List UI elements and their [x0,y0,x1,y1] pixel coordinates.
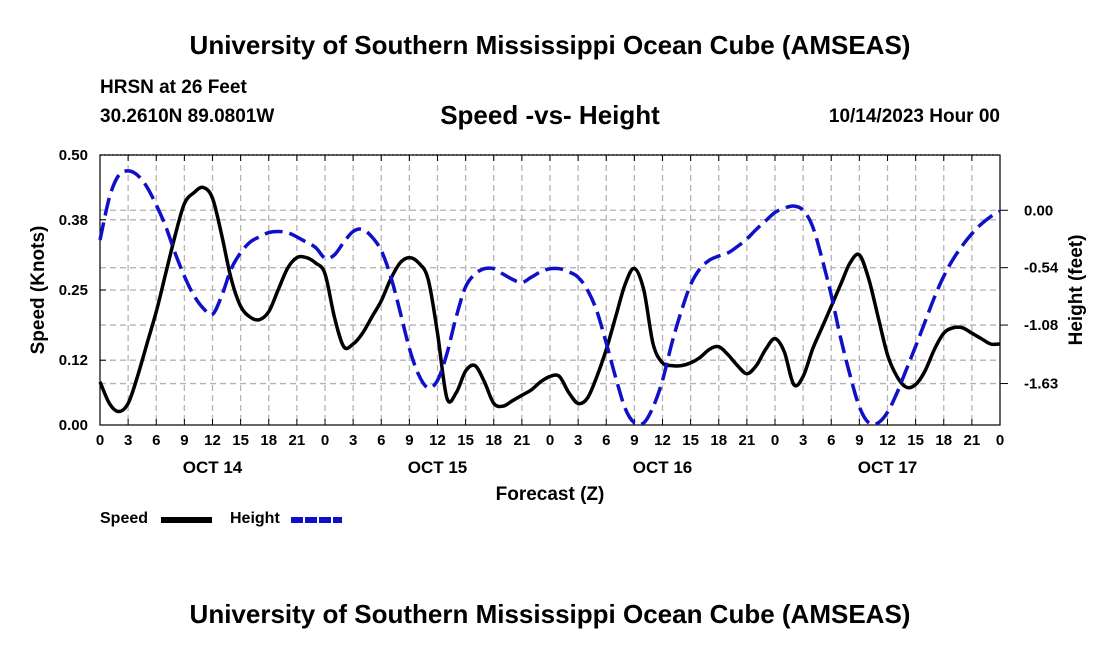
chart-subtitle: Speed -vs- Height [440,100,660,130]
series-layer [98,169,1001,427]
x-tick-label: 15 [232,432,249,449]
x-tick-label: 18 [485,432,502,449]
x-day-label: OCT 14 [183,458,243,477]
y-tick-label: 0.50 [59,147,88,164]
x-tick-label: 6 [602,432,610,449]
x-tick-label: 9 [405,432,413,449]
x-tick-label: 12 [204,432,221,449]
coordinates-label: 30.2610N 89.0801W [100,106,275,127]
x-tick-label: 3 [799,432,807,449]
x-tick-label: 12 [879,432,896,449]
y-tick-label: 0.12 [59,352,88,369]
y-tick-label: 0.38 [59,212,88,229]
x-axis-label: Forecast (Z) [496,484,605,505]
x-tick-label: 21 [739,432,756,449]
x-tick-label: 3 [574,432,582,449]
y2-tick-label: -1.63 [1024,376,1058,393]
legend-speed-label: Speed [100,510,149,527]
station-label: HRSN at 26 Feet [100,77,247,98]
x-day-label: OCT 17 [858,458,918,477]
series-line-speed [98,185,1001,414]
y2-tick-label: -0.54 [1024,260,1059,277]
legend-height-label: Height [230,510,280,527]
date-hour-label: 10/14/2023 Hour 00 [828,106,1000,127]
x-tick-label: 0 [96,432,104,449]
x-tick-label: 15 [682,432,699,449]
footer-title: University of Southern Mississippi Ocean… [189,599,911,629]
x-tick-label: 9 [630,432,638,449]
x-tick-label: 3 [349,432,357,449]
y2-axis-label: Height (feet) [1066,235,1087,346]
x-tick-label: 9 [180,432,188,449]
legend-height-swatch [291,517,342,523]
legend-speed-swatch [161,517,212,523]
x-tick-label: 3 [124,432,132,449]
x-tick-label: 0 [546,432,554,449]
series-line-height [98,169,1001,427]
x-tick-label: 6 [827,432,835,449]
main-title: University of Southern Mississippi Ocean… [189,30,911,60]
x-tick-label: 12 [429,432,446,449]
x-tick-label: 18 [935,432,952,449]
y-tick-label: 0.00 [59,417,88,434]
x-tick-label: 15 [907,432,924,449]
x-tick-label: 9 [855,432,863,449]
x-tick-label: 18 [260,432,277,449]
x-tick-label: 21 [289,432,306,449]
axes: 0 3 6 9 12 15 18 21 0 3 6 9 12 15 18 21 0 3 6 9 12 15 18 21 0 3 6 9… [59,147,1059,477]
y2-tick-label: -1.08 [1024,317,1058,334]
x-tick-label: 18 [710,432,727,449]
x-tick-label: 21 [514,432,531,449]
x-tick-label: 12 [654,432,671,449]
x-tick-label: 6 [152,432,160,449]
y2-tick-label: 0.00 [1024,202,1053,219]
x-tick-label: 21 [964,432,981,449]
x-tick-label: 6 [377,432,385,449]
x-day-label: OCT 15 [408,458,468,477]
y-tick-label: 0.25 [59,282,88,299]
x-tick-label: 15 [457,432,474,449]
y-axis-label: Speed (Knots) [28,226,49,355]
x-day-label: OCT 16 [633,458,693,477]
x-tick-label: 0 [321,432,329,449]
x-tick-label: 0 [996,432,1004,449]
x-tick-label: 0 [771,432,779,449]
